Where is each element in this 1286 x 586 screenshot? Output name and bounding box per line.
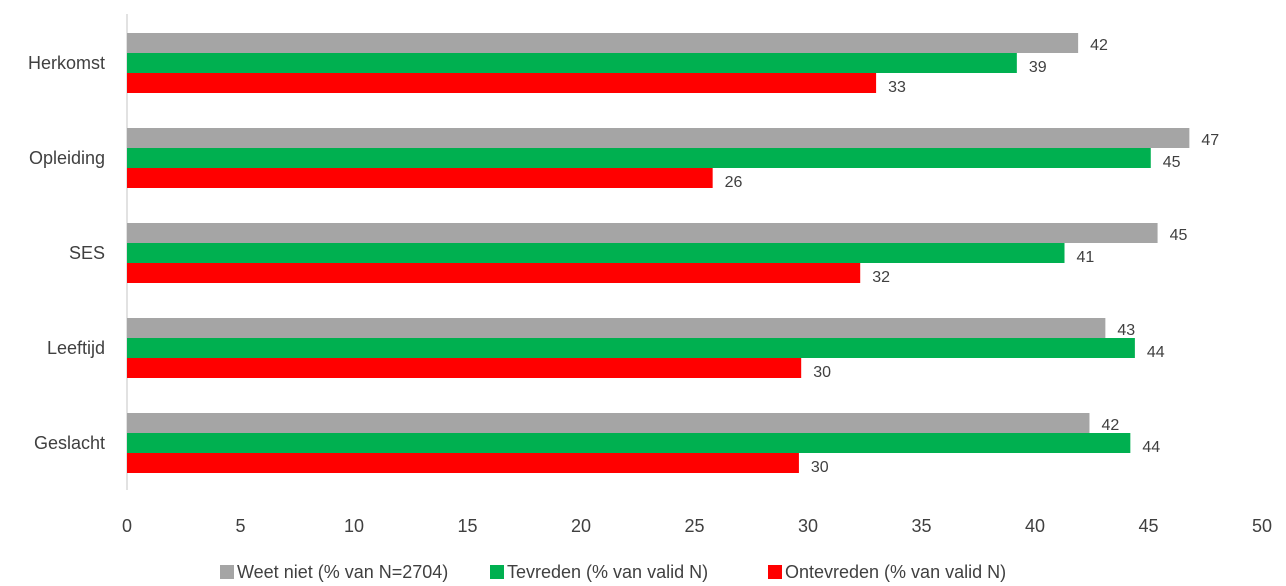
data-label: 33	[888, 79, 906, 96]
legend-swatch	[490, 565, 504, 579]
legend-swatch	[220, 565, 234, 579]
x-tick-label: 5	[235, 516, 245, 536]
x-tick-label: 25	[684, 516, 704, 536]
bar	[127, 128, 1190, 148]
legend-entry: Tevreden (% van valid N)	[507, 562, 708, 582]
data-label: 39	[1029, 59, 1047, 76]
x-tick-label: 50	[1252, 516, 1272, 536]
category-label: SES	[69, 243, 105, 263]
bar	[127, 148, 1151, 168]
data-label: 44	[1147, 344, 1165, 361]
data-label: 42	[1090, 37, 1108, 54]
x-tick-label: 15	[457, 516, 477, 536]
bar	[127, 263, 861, 283]
data-label: 45	[1163, 154, 1181, 171]
data-label: 44	[1142, 439, 1160, 456]
bar	[127, 338, 1135, 358]
bar	[127, 73, 877, 93]
x-tick-label: 40	[1025, 516, 1045, 536]
x-tick-label: 30	[798, 516, 818, 536]
bar	[127, 53, 1017, 73]
x-tick-label: 0	[122, 516, 132, 536]
x-tick-label: 20	[571, 516, 591, 536]
data-label: 41	[1077, 249, 1095, 266]
category-label: Geslacht	[34, 433, 105, 453]
data-label: 42	[1101, 417, 1119, 434]
data-label: 45	[1170, 227, 1188, 244]
legend-swatch	[768, 565, 782, 579]
bar	[127, 453, 799, 473]
data-label: 30	[813, 364, 831, 381]
x-tick-label: 35	[911, 516, 931, 536]
bar	[127, 33, 1079, 53]
category-label: Opleiding	[29, 148, 105, 168]
data-label: 26	[725, 174, 743, 191]
x-tick-label: 10	[344, 516, 364, 536]
legend-entry: Weet niet (% van N=2704)	[237, 562, 448, 582]
legend: Weet niet (% van N=2704) Tevreden (% van …	[220, 562, 1006, 582]
data-label: 32	[872, 269, 890, 286]
bars-group: 42 39 33 47 45 26 45 41 32 43 44 30 42 44 30	[127, 33, 1219, 476]
bar	[127, 318, 1106, 338]
x-tick-labels: 0 5 10 15 20 25 30 35 40 45 50	[122, 516, 1272, 536]
bar	[127, 433, 1131, 453]
x-tick-label: 45	[1138, 516, 1158, 536]
category-label: Leeftijd	[47, 338, 105, 358]
data-label: 43	[1117, 322, 1135, 339]
category-label: Herkomst	[28, 53, 105, 73]
bar	[127, 243, 1065, 263]
bar	[127, 358, 802, 378]
legend-entry: Ontevreden (% van valid N)	[785, 562, 1006, 582]
bar	[127, 223, 1158, 243]
category-labels: Herkomst Opleiding SES Leeftijd Geslacht	[28, 53, 105, 453]
data-label: 30	[811, 459, 829, 476]
bar	[127, 168, 713, 188]
data-label: 47	[1201, 132, 1219, 149]
bar	[127, 413, 1090, 433]
